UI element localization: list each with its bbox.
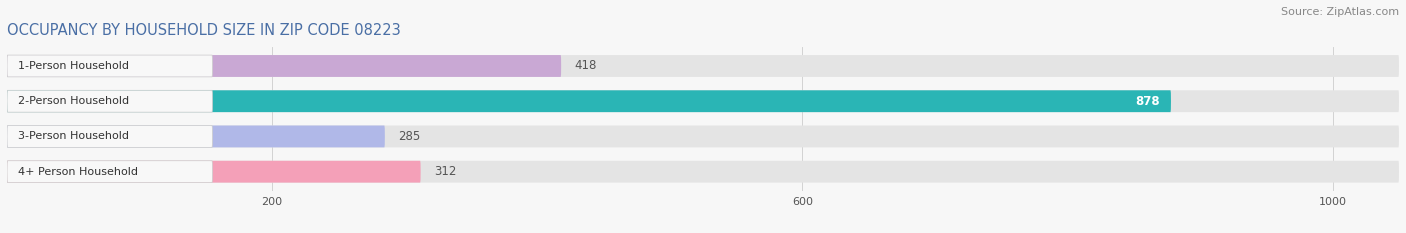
FancyBboxPatch shape xyxy=(7,55,1399,77)
Text: OCCUPANCY BY HOUSEHOLD SIZE IN ZIP CODE 08223: OCCUPANCY BY HOUSEHOLD SIZE IN ZIP CODE … xyxy=(7,24,401,38)
FancyBboxPatch shape xyxy=(7,161,420,183)
Text: Source: ZipAtlas.com: Source: ZipAtlas.com xyxy=(1281,7,1399,17)
FancyBboxPatch shape xyxy=(7,161,212,183)
FancyBboxPatch shape xyxy=(7,126,1399,147)
FancyBboxPatch shape xyxy=(7,55,212,77)
Text: 418: 418 xyxy=(575,59,596,72)
FancyBboxPatch shape xyxy=(7,161,1399,183)
FancyBboxPatch shape xyxy=(7,126,212,147)
FancyBboxPatch shape xyxy=(7,90,1399,112)
FancyBboxPatch shape xyxy=(7,90,1171,112)
Text: 1-Person Household: 1-Person Household xyxy=(18,61,128,71)
Text: 4+ Person Household: 4+ Person Household xyxy=(18,167,138,177)
FancyBboxPatch shape xyxy=(7,126,385,147)
Text: 285: 285 xyxy=(398,130,420,143)
Text: 312: 312 xyxy=(434,165,457,178)
FancyBboxPatch shape xyxy=(7,90,212,112)
Text: 2-Person Household: 2-Person Household xyxy=(18,96,129,106)
Text: 878: 878 xyxy=(1136,95,1160,108)
FancyBboxPatch shape xyxy=(7,55,561,77)
Text: 3-Person Household: 3-Person Household xyxy=(18,131,128,141)
